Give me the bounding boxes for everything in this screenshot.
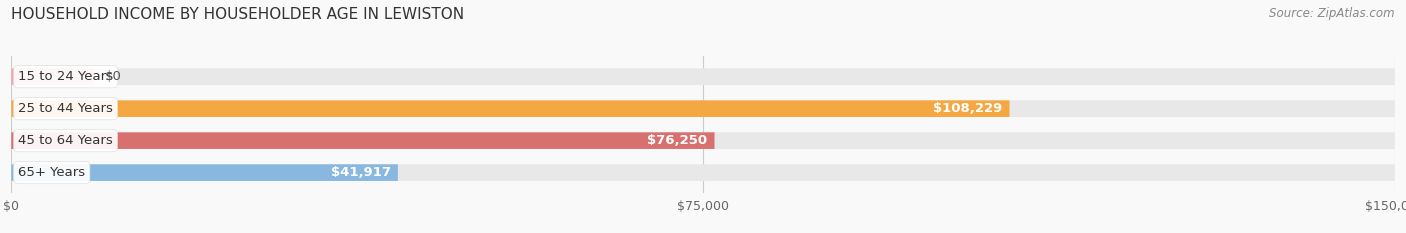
Text: Source: ZipAtlas.com: Source: ZipAtlas.com <box>1270 7 1395 20</box>
FancyBboxPatch shape <box>11 69 1395 85</box>
Text: 45 to 64 Years: 45 to 64 Years <box>18 134 112 147</box>
Text: 25 to 44 Years: 25 to 44 Years <box>18 102 112 115</box>
Text: $41,917: $41,917 <box>330 166 391 179</box>
FancyBboxPatch shape <box>11 100 1395 117</box>
Text: $0: $0 <box>105 70 122 83</box>
FancyBboxPatch shape <box>11 164 1395 181</box>
Text: HOUSEHOLD INCOME BY HOUSEHOLDER AGE IN LEWISTON: HOUSEHOLD INCOME BY HOUSEHOLDER AGE IN L… <box>11 7 464 22</box>
FancyBboxPatch shape <box>11 69 94 85</box>
Text: 15 to 24 Years: 15 to 24 Years <box>18 70 112 83</box>
Text: $76,250: $76,250 <box>648 134 707 147</box>
Text: $108,229: $108,229 <box>934 102 1002 115</box>
FancyBboxPatch shape <box>11 100 1010 117</box>
FancyBboxPatch shape <box>11 164 398 181</box>
FancyBboxPatch shape <box>11 132 714 149</box>
FancyBboxPatch shape <box>11 132 1395 149</box>
Text: 65+ Years: 65+ Years <box>18 166 86 179</box>
